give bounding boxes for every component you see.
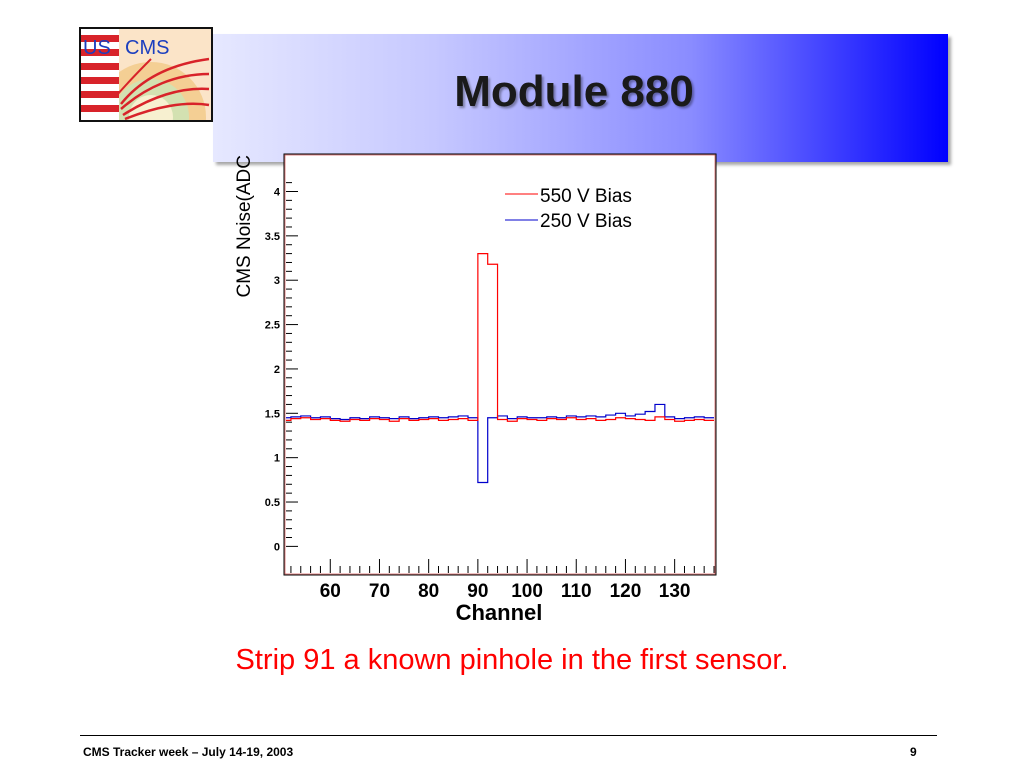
x-tick-label: 120 bbox=[610, 581, 642, 602]
y-tick-label: 4 bbox=[274, 186, 281, 198]
y-tick-label: 3 bbox=[274, 275, 280, 287]
series-layer bbox=[286, 252, 714, 484]
x-tick-label: 80 bbox=[418, 581, 439, 602]
page-number: 9 bbox=[910, 745, 917, 759]
x-tick-label: 130 bbox=[659, 581, 691, 602]
x-tick-label: 70 bbox=[369, 581, 390, 602]
uscms-logo: US CMS bbox=[79, 27, 213, 122]
x-axis: 60 70 80 90 100 110 120 130 bbox=[290, 559, 715, 602]
y-axis: 0 0.5 1 1.5 2 2.5 3 3.5 4 bbox=[265, 182, 298, 553]
x-tick-label: 60 bbox=[320, 581, 341, 602]
title-band bbox=[213, 34, 948, 162]
y-tick-label: 3.5 bbox=[265, 231, 280, 243]
slide-caption: Strip 91 a known pinhole in the first se… bbox=[235, 644, 789, 676]
footer-text: CMS Tracker week – July 14-19, 2003 bbox=[83, 745, 294, 759]
x-tick-label: 90 bbox=[467, 581, 488, 602]
x-tick-label: 100 bbox=[511, 581, 543, 602]
y-tick-label: 2.5 bbox=[265, 320, 280, 332]
y-tick-label: 0.5 bbox=[265, 497, 280, 509]
series-550-v-bias bbox=[286, 252, 714, 422]
plot-frame bbox=[283, 153, 717, 576]
y-axis-title: CMS Noise(ADC bbox=[234, 155, 255, 298]
logo-text-us: US bbox=[83, 37, 111, 59]
y-tick-label: 0 bbox=[274, 541, 280, 553]
footer-divider bbox=[80, 735, 937, 736]
x-tick-label: 110 bbox=[561, 581, 592, 602]
uscms-logo-graphic: US CMS bbox=[81, 29, 211, 120]
y-tick-label: 1 bbox=[274, 453, 280, 465]
y-tick-label: 1.5 bbox=[265, 408, 280, 420]
legend-label-550: 550 V Bias bbox=[540, 186, 632, 207]
logo-text-cms: CMS bbox=[125, 37, 169, 59]
legend-label-250: 250 V Bias bbox=[540, 211, 632, 232]
legend: 550 V Bias 250 V Bias bbox=[505, 186, 632, 232]
plot-inner-border bbox=[284, 154, 716, 575]
slide-title: Module 880 bbox=[454, 67, 694, 116]
x-axis-title: Channel bbox=[456, 600, 543, 625]
y-tick-label: 2 bbox=[274, 364, 280, 376]
